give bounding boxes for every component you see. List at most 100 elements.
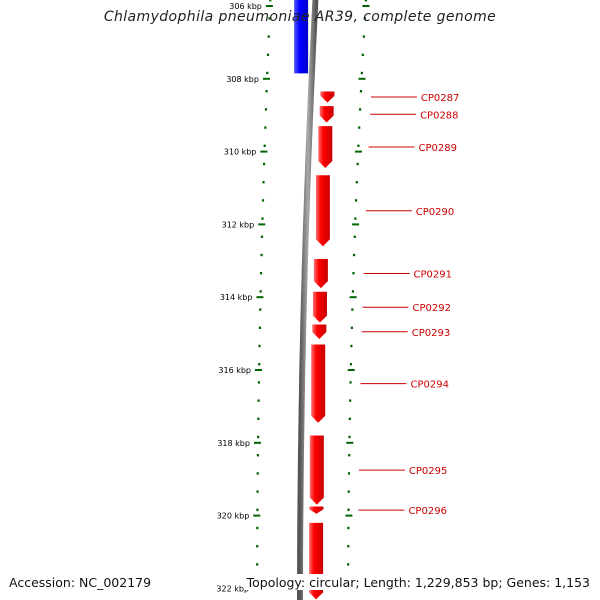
ruler-dot xyxy=(266,53,270,56)
ruler-dot xyxy=(257,435,260,439)
ruler-dot xyxy=(347,526,350,530)
ruler-dot xyxy=(269,0,272,2)
ruler-dot xyxy=(356,162,359,166)
ruler-dot xyxy=(261,199,265,202)
gene-label: CP0291 xyxy=(414,270,452,281)
ruler-dot xyxy=(355,181,358,184)
gene-label: CP0296 xyxy=(408,506,446,517)
scale-tick-label: 306 kbp xyxy=(229,2,262,11)
forward-gene-block xyxy=(294,0,309,74)
ruler-dot xyxy=(264,126,267,129)
ruler-dot xyxy=(258,363,261,366)
ruler-dot xyxy=(351,290,355,293)
gene-labels: CP0287 CP0288 CP0289 CP0290 CP0291 CP0292 CP02… xyxy=(358,93,459,517)
ruler-dot xyxy=(256,545,259,548)
ruler-dot xyxy=(362,35,365,38)
ruler-dot xyxy=(267,35,270,38)
ruler-dot xyxy=(350,326,353,329)
ruler-dot xyxy=(256,472,259,475)
ruler-dot xyxy=(257,399,260,402)
scale-tick-label: 322 kbp xyxy=(216,584,249,593)
reverse-gene-arrow xyxy=(318,126,333,168)
ruler-dot xyxy=(259,290,262,293)
ruler-dot xyxy=(354,217,357,220)
scale-ticks: 306 kbp 308 kbp 310 kbp 312 kbp 314 kbp 316 k… xyxy=(216,2,370,593)
map-title: Chlamydophila pneumoniae AR39, complete … xyxy=(103,9,497,25)
ruler-dot xyxy=(349,363,353,366)
gene-label: CP0292 xyxy=(412,303,450,314)
gene-label: CP0287 xyxy=(421,93,459,104)
ruler-dot xyxy=(256,508,259,511)
ruler-dot xyxy=(348,454,351,457)
reverse-gene-arrow xyxy=(309,435,324,505)
ruler-dot xyxy=(358,108,362,111)
ruler-dot xyxy=(258,344,261,348)
reverse-strand-genes xyxy=(309,91,335,600)
reverse-gene-arrow xyxy=(320,91,335,103)
reverse-gene-arrow xyxy=(312,291,327,323)
ruler-dot xyxy=(258,326,261,329)
topology-summary: Topology: circular; Length: 1,229,853 bp… xyxy=(243,574,590,590)
scale-tick-label: 320 kbp xyxy=(217,512,250,521)
ruler-dot xyxy=(363,17,366,20)
reverse-gene-arrow xyxy=(309,506,324,514)
ruler-dot xyxy=(257,381,261,384)
ruler-dot xyxy=(256,454,260,457)
ruler-dot xyxy=(347,545,350,548)
reverse-gene-arrow xyxy=(311,344,326,423)
ruler-dot xyxy=(262,181,265,184)
ruler-dot xyxy=(256,563,259,566)
ruler-dot xyxy=(266,71,269,75)
ruler-dot xyxy=(260,235,264,238)
scale-tick-label: 318 kbp xyxy=(217,439,250,448)
ruler-dot xyxy=(358,126,361,129)
gene-label: CP0294 xyxy=(410,380,448,391)
ruler-dot xyxy=(354,199,358,202)
ruler-dot xyxy=(347,490,350,493)
ruler-dot xyxy=(359,90,363,93)
accession-text: Accession: NC_002179 xyxy=(9,574,154,590)
ruler-dot xyxy=(265,90,268,93)
ruler-dot xyxy=(260,253,263,257)
scale-tick-label: 314 kbp xyxy=(220,293,253,302)
scale-tick-label: 308 kbp xyxy=(226,75,259,84)
gene-label: CP0293 xyxy=(412,328,450,339)
scale-tick-label: 316 kbp xyxy=(218,366,251,375)
gene-label: CP0295 xyxy=(409,466,447,477)
ruler-dot xyxy=(347,472,351,475)
ruler-dot xyxy=(256,526,259,530)
ruler-dot xyxy=(364,0,368,2)
ruler-dot xyxy=(357,144,360,147)
ruler-dot xyxy=(259,308,262,311)
ruler-dot xyxy=(348,435,351,439)
ruler-dot xyxy=(349,399,352,402)
ruler-dot xyxy=(360,71,363,75)
ruler-dot xyxy=(353,235,356,238)
ruler-dot xyxy=(263,144,266,147)
scale-tick-label: 312 kbp xyxy=(222,220,255,229)
ruler-dot xyxy=(257,417,260,420)
ruler-dot xyxy=(348,417,351,420)
reverse-gene-arrow xyxy=(312,324,327,340)
reverse-gene-arrow xyxy=(319,106,334,123)
ruler-dot xyxy=(352,253,356,257)
ruler-dot xyxy=(347,508,350,511)
ruler-dot xyxy=(352,272,355,275)
forward-strand-genes xyxy=(294,0,309,74)
gene-label: CP0288 xyxy=(420,110,458,121)
ruler-dot xyxy=(350,344,353,348)
ruler-dot xyxy=(361,53,364,56)
ruler-dot xyxy=(261,217,264,220)
ruler-dot xyxy=(259,272,263,275)
ruler-dot xyxy=(347,563,350,566)
genome-backbone xyxy=(297,0,319,600)
reverse-gene-arrow xyxy=(313,258,328,289)
ruler-dot xyxy=(256,490,259,493)
gene-label: CP0289 xyxy=(419,143,457,154)
ruler-dot xyxy=(268,17,271,20)
ruler-dot xyxy=(349,381,352,384)
ruler-dot xyxy=(264,108,268,111)
gene-label: CP0290 xyxy=(416,207,454,218)
ruler-dot xyxy=(263,162,266,166)
